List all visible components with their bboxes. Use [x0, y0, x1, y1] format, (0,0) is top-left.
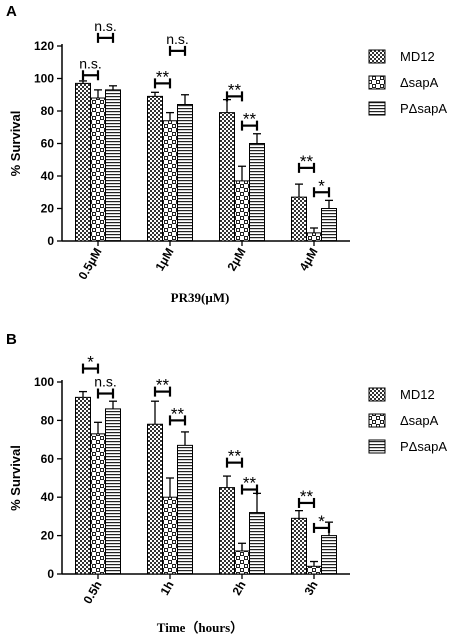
significance-label: ** — [300, 152, 314, 171]
bar-hstripes — [321, 535, 337, 575]
x-tick-label: 3h — [301, 579, 320, 598]
x-tick-label: 2μM — [224, 246, 248, 274]
significance-label: ** — [228, 80, 242, 99]
bar-checker — [219, 112, 235, 242]
y-axis-label: % Survival — [8, 445, 23, 511]
significance-label: ** — [300, 487, 314, 506]
y-tick-label: 100 — [34, 375, 54, 389]
y-tick-label: 20 — [41, 529, 55, 543]
y-tick-label: 100 — [34, 72, 54, 86]
legend-label: MD12 — [400, 49, 435, 64]
bar-checker — [147, 95, 163, 242]
significance-label: ** — [156, 67, 170, 86]
bar-hstripes — [105, 89, 121, 242]
x-tick-label: 1μM — [152, 246, 176, 274]
legend-label: ΔsapA — [400, 75, 439, 90]
bar-checker — [291, 517, 307, 575]
bar-dots — [234, 180, 250, 242]
significance-label: n.s. — [94, 18, 117, 34]
legend-label: ΔsapA — [400, 413, 439, 428]
significance-label: ** — [243, 110, 257, 129]
legend-label: PΔsapA — [400, 101, 447, 116]
bar-checker — [291, 196, 307, 242]
bar-dots — [90, 97, 106, 242]
bar-hstripes — [177, 444, 193, 575]
bar-checker — [75, 396, 91, 575]
y-tick-label: 0 — [47, 234, 54, 248]
significance-label: ** — [156, 376, 170, 395]
bar-dots — [90, 433, 106, 575]
legend-swatch-checker — [368, 387, 386, 402]
y-tick-label: 40 — [41, 169, 55, 183]
y-axis-label: % Survival — [8, 111, 23, 177]
x-tick-label: 0.5h — [80, 579, 104, 607]
panel-letter: B — [6, 331, 17, 348]
legend-swatch-dots — [368, 75, 386, 90]
bar-checker — [75, 82, 91, 242]
y-tick-label: 80 — [41, 413, 55, 427]
y-tick-label: 120 — [34, 39, 54, 53]
significance-label: ** — [243, 474, 257, 493]
x-axis-label: Time（hours） — [157, 620, 243, 635]
significance-label: ** — [171, 404, 185, 423]
significance-label: n.s. — [166, 31, 189, 47]
legend-swatch-hstripes — [368, 101, 386, 116]
bar-hstripes — [249, 143, 265, 242]
significance-label: n.s. — [79, 55, 102, 71]
significance-label: * — [318, 176, 325, 195]
significance-label: n.s. — [94, 374, 117, 390]
legend-swatch-dots — [368, 413, 386, 428]
bar-dots — [162, 120, 178, 242]
panel-letter: A — [6, 3, 17, 20]
x-axis-label: PR39(μM) — [171, 290, 230, 305]
y-tick-label: 60 — [41, 137, 55, 151]
bar-dots — [306, 232, 322, 242]
bar-checker — [219, 487, 235, 575]
bar-checker — [147, 423, 163, 575]
panel-a: A 0 20 40 60 80 100 120 % Survival PR39(μM) 0.5μM… — [6, 3, 447, 305]
significance-label: * — [87, 353, 94, 372]
legend-label: PΔsapA — [400, 439, 447, 454]
y-tick-label: 40 — [41, 490, 55, 504]
x-tick-label: 0.5μM — [75, 246, 104, 282]
legend-swatch-hstripes — [368, 439, 386, 454]
x-tick-label: 1h — [157, 579, 176, 598]
bar-dots — [162, 496, 178, 575]
x-tick-label: 4μM — [296, 246, 320, 274]
bar-hstripes — [249, 512, 265, 575]
y-tick-label: 60 — [41, 452, 55, 466]
bar-dots — [234, 550, 250, 575]
bar-hstripes — [177, 104, 193, 242]
x-tick-label: 2h — [229, 579, 248, 598]
significance-label: ** — [228, 447, 242, 466]
bar-hstripes — [321, 208, 337, 242]
bar-hstripes — [105, 408, 121, 575]
legend-label: MD12 — [400, 387, 435, 402]
legend-swatch-checker — [368, 49, 386, 64]
y-tick-label: 80 — [41, 104, 55, 118]
y-tick-label: 0 — [47, 567, 54, 581]
panel-b: B 0 20 40 60 80 100 % Survival Time（hours） 0.5h 1… — [6, 331, 447, 635]
y-tick-label: 20 — [41, 202, 55, 216]
bar-dots — [306, 565, 322, 575]
significance-label: * — [318, 512, 325, 531]
